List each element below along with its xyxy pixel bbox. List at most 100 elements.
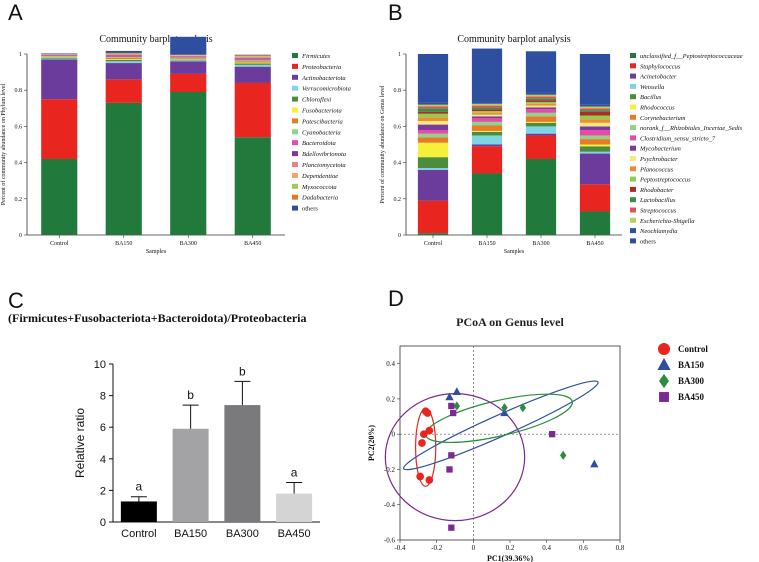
bar-segment <box>525 158 557 235</box>
bar-segment <box>579 151 611 154</box>
data-point <box>452 387 462 396</box>
legend-swatch <box>292 172 298 178</box>
y-tick-label: 0 <box>19 233 22 239</box>
bar-segment <box>417 142 449 158</box>
legend-swatch <box>292 140 298 146</box>
legend-label: Escherichia-Shigella <box>639 218 695 225</box>
bar-segment <box>417 54 449 103</box>
bar-segment <box>105 52 142 54</box>
legend-label: Planctomycetota <box>301 162 346 169</box>
x-tick-label: BA150 <box>174 528 207 540</box>
bar-segment <box>579 104 611 107</box>
chart-title: Community barplot analysis <box>99 34 212 45</box>
y-tick-label: -0.2 <box>384 466 396 474</box>
bar-segment <box>579 211 611 235</box>
bar-segment <box>417 102 449 105</box>
bar-segment <box>579 144 611 147</box>
bar-segment <box>525 122 557 127</box>
bar-segment <box>471 103 503 106</box>
bar-segment <box>105 55 142 58</box>
chart-c-ratio-barplot: (Firmicutes+Fusobacteriota+Bacteroidota)… <box>8 311 320 540</box>
chart-d-pcoa-scatter: PCoA on Genus level -0.4 -0.2 0 0.2 0.4 0.6 0.8… <box>367 315 708 562</box>
bar-segment <box>417 108 449 112</box>
y-tick-label: 0.2 <box>386 395 395 403</box>
legend-label: Planococcus <box>639 166 674 173</box>
bar-segment <box>417 120 449 125</box>
legend-swatch <box>630 73 636 79</box>
panel-letter-b: B <box>388 0 403 25</box>
bar-segment <box>234 62 271 64</box>
legend-label: Proteobacteria <box>301 64 341 71</box>
bar-segment <box>579 146 611 152</box>
bar-segment <box>525 109 557 113</box>
data-point <box>423 409 432 417</box>
legend-swatch <box>630 114 636 120</box>
bar-segment <box>525 100 557 102</box>
bar-segment <box>105 59 142 62</box>
x-tick-label: 0 <box>472 544 476 552</box>
y-tick-label: 0.6 <box>394 124 402 130</box>
legend-label: Chloroflexi <box>302 97 332 104</box>
bar-segment <box>105 55 142 56</box>
x-tick-label: -0.4 <box>394 544 406 552</box>
x-tick-label: BA150 <box>115 241 132 247</box>
legend-swatch <box>630 63 636 69</box>
data-point <box>425 426 434 435</box>
legend-label: BA150 <box>678 360 705 370</box>
bar <box>120 501 157 522</box>
bar-segment <box>525 107 557 110</box>
data-point <box>590 459 599 468</box>
legend-swatch <box>292 151 298 157</box>
legend-label: Dadabacteria <box>301 195 338 202</box>
bar-segment <box>170 58 207 60</box>
bar-segment <box>105 50 142 53</box>
y-tick-label: 0.8 <box>15 88 23 94</box>
bar-segment <box>471 121 503 126</box>
bar-segment <box>579 54 611 105</box>
y-tick-label: 0.4 <box>15 161 23 167</box>
x-tick-label: 0.8 <box>616 544 625 552</box>
x-axis-label: PC1(39.36%) <box>487 554 533 562</box>
bar-segment <box>234 64 271 67</box>
bar-segment <box>579 106 611 109</box>
legend-label: Bacteroidota <box>302 140 336 147</box>
bar-segment <box>105 61 142 64</box>
chart-title: PCoA on Genus level <box>456 315 564 329</box>
y-tick-label: 0.2 <box>394 197 402 203</box>
bar-segment <box>471 116 503 119</box>
y-axis-label: Percent of community abundance on Phylum… <box>0 84 7 206</box>
bar <box>172 428 209 522</box>
y-tick-label: 0 <box>392 431 396 439</box>
bar-segment <box>525 121 557 123</box>
bar-segment <box>105 53 142 54</box>
data-point <box>500 408 509 417</box>
bar-segment <box>105 57 142 58</box>
x-tick-label: Control <box>50 241 69 247</box>
chart-b-genus-barplot: Community barplot analysis 0 0.2 0.4 0.6 0.8 1… <box>379 34 743 255</box>
legend-swatch <box>292 183 298 189</box>
legend-label: Psychrobacter <box>639 156 678 163</box>
legend-swatch <box>292 107 298 113</box>
bar-segment <box>417 104 449 107</box>
legend-swatch <box>630 217 636 223</box>
bar-segment <box>170 92 207 235</box>
legend-marker <box>657 357 671 370</box>
bar-segment <box>417 233 449 235</box>
y-tick-label: 2 <box>100 485 106 497</box>
legend-label: Rhodococcus <box>639 105 675 112</box>
legend-swatch <box>292 96 298 102</box>
legend-swatch <box>630 207 636 213</box>
legend-label: Acinetobacter <box>639 74 677 81</box>
data-point <box>425 476 434 484</box>
y-axis-label: PC2(20%) <box>367 425 376 461</box>
panel-letter-c: C <box>8 288 24 313</box>
x-tick-label: BA150 <box>478 241 495 247</box>
bar-segment <box>234 66 271 83</box>
legend-label: unclassified_f__Peptostreptococcaceae <box>640 53 743 60</box>
bar-segment <box>471 107 503 110</box>
bar-segment <box>234 55 271 56</box>
chart-title: Community barplot analysis <box>457 34 570 45</box>
y-tick-label: 6 <box>100 422 106 434</box>
chart-a-phylum-barplot: Community barplot analysis 0 0.2 0.4 0.6 0.8 1… <box>0 34 351 255</box>
